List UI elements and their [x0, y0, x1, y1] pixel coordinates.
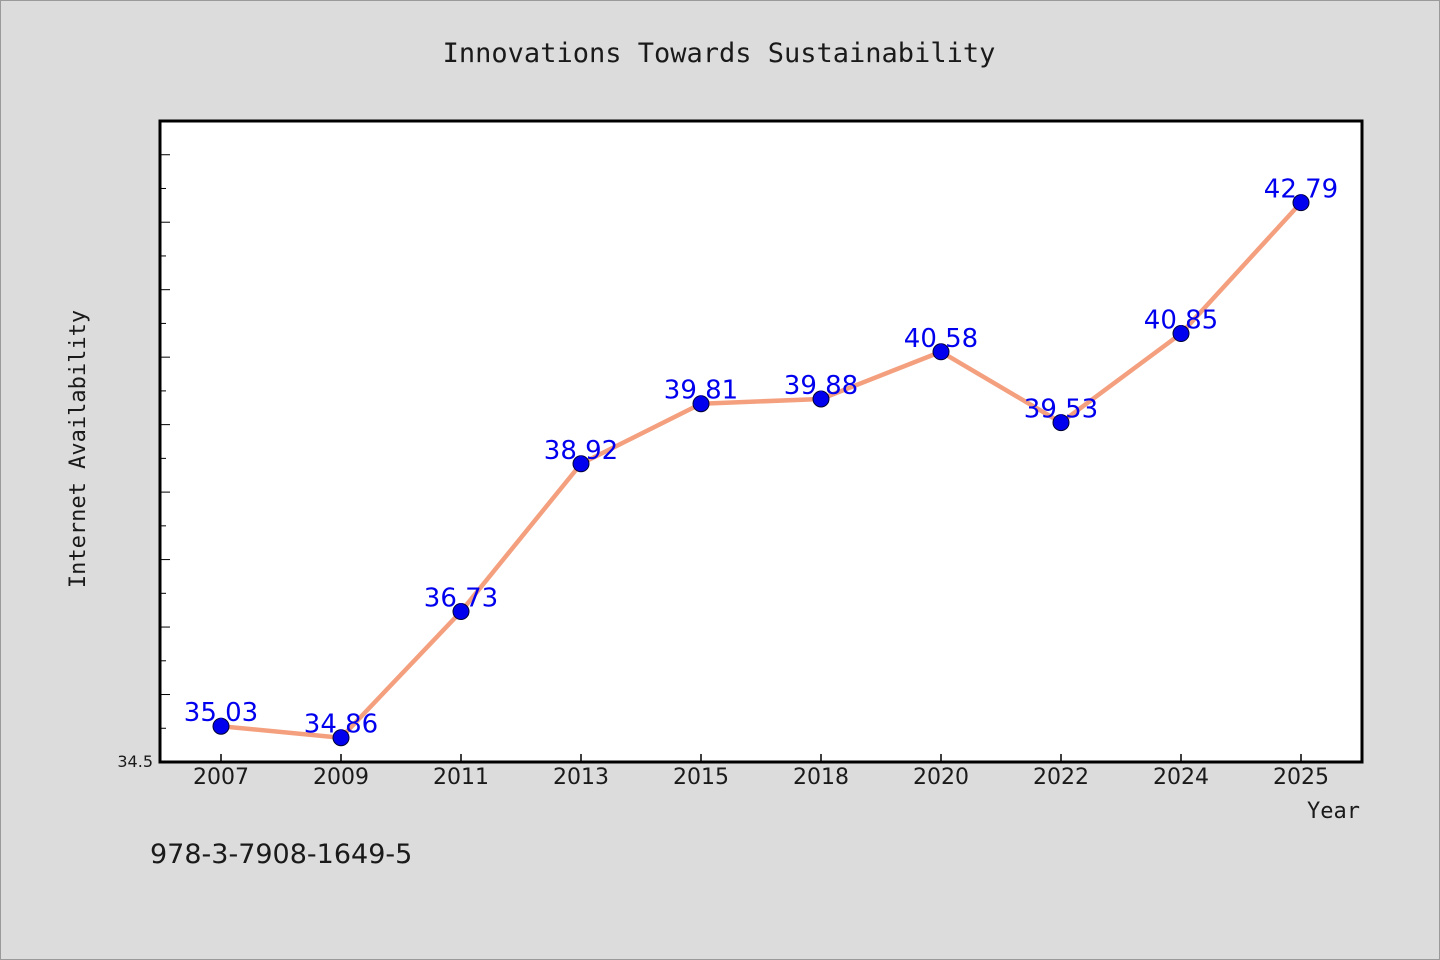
data-point	[212, 717, 230, 735]
data-label: 42.79	[1264, 175, 1338, 205]
data-point	[572, 455, 590, 473]
data-label: 38.92	[544, 436, 618, 466]
series-line	[218, 200, 1304, 740]
chart-title: Innovations Towards Sustainability	[443, 38, 996, 69]
x-axis-title: Year	[1307, 799, 1360, 824]
x-tick-label: 2011	[433, 765, 489, 790]
plot-border	[158, 119, 1364, 764]
data-point	[812, 390, 830, 408]
x-tick-label: 2025	[1273, 765, 1329, 790]
data-point	[692, 395, 710, 413]
x-tick-label: 2024	[1153, 765, 1209, 790]
plot-area	[160, 121, 1362, 762]
x-tick-label: 2022	[1033, 765, 1089, 790]
x-tick-label: 2007	[193, 765, 249, 790]
series-markers	[212, 194, 1310, 747]
y-axis-title: Internet Availability	[66, 310, 91, 588]
data-label: 35.03	[184, 698, 258, 728]
data-label: 36.73	[424, 584, 498, 614]
data-point	[1292, 194, 1310, 212]
data-labels: 35.03 34.86 36.73 38.92 39.81 39.88 40.58 39.53…	[184, 175, 1338, 740]
data-label: 39.81	[664, 376, 738, 406]
y-axis-min-label: 34.5	[117, 752, 153, 771]
x-tick-label: 2015	[673, 765, 729, 790]
x-tick-label: 2013	[553, 765, 609, 790]
data-label: 34.86	[304, 710, 378, 740]
data-point	[1052, 414, 1070, 432]
data-point	[932, 343, 950, 361]
x-tick-label: 2020	[913, 765, 969, 790]
x-tick-label: 2009	[313, 765, 369, 790]
data-point	[452, 603, 470, 621]
data-point	[1172, 325, 1190, 343]
data-label: 40.58	[904, 324, 978, 354]
data-label: 39.53	[1024, 395, 1098, 425]
data-point	[332, 729, 350, 747]
x-tick-label: 2018	[793, 765, 849, 790]
data-label: 40.85	[1144, 306, 1218, 336]
data-label: 39.88	[784, 371, 858, 401]
x-axis-ticks: 2007 2009 2011 2013 2015 2018 2020 2022 2024 2025	[193, 754, 1329, 790]
isbn-text: 978-3-7908-1649-5	[150, 839, 412, 870]
